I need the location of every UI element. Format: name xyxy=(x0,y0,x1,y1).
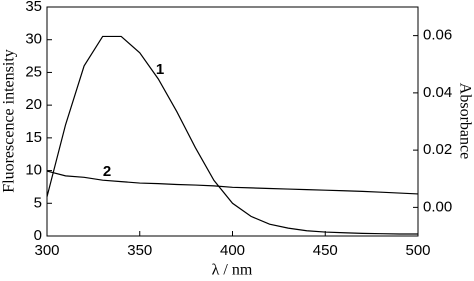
x-tick-label: 500 xyxy=(405,242,430,259)
y-tick-label: 20 xyxy=(25,96,42,113)
y2-tick-label: 0.06 xyxy=(423,27,452,44)
x-tick-label: 400 xyxy=(220,242,245,259)
x-axis-label: λ / nm xyxy=(212,262,253,279)
y-tick-label: 35 xyxy=(25,0,42,15)
y2-axis-label: Absorbance xyxy=(456,83,473,159)
y-tick-label: 5 xyxy=(34,194,42,211)
plot-frame xyxy=(46,6,419,237)
curve-label: 1 xyxy=(156,61,164,78)
x-tick-label: 300 xyxy=(34,242,59,259)
x-tick-label: 450 xyxy=(313,242,338,259)
y-tick-label: 30 xyxy=(25,31,42,48)
data-line xyxy=(46,35,418,235)
y-tick-label: 25 xyxy=(25,63,42,80)
x-tick-label: 350 xyxy=(127,242,152,259)
y-axis-label: Fluorescence intensity xyxy=(1,49,18,193)
y2-tick-label: 0.04 xyxy=(423,84,452,101)
y-tick-label: 0 xyxy=(34,227,42,244)
y-tick-label: 15 xyxy=(25,129,42,146)
curve-label: 2 xyxy=(103,163,111,180)
data-line xyxy=(46,170,419,195)
y2-tick-label: 0.00 xyxy=(423,198,452,215)
y2-tick-label: 0.02 xyxy=(423,141,452,158)
y-tick-label: 10 xyxy=(25,162,42,179)
